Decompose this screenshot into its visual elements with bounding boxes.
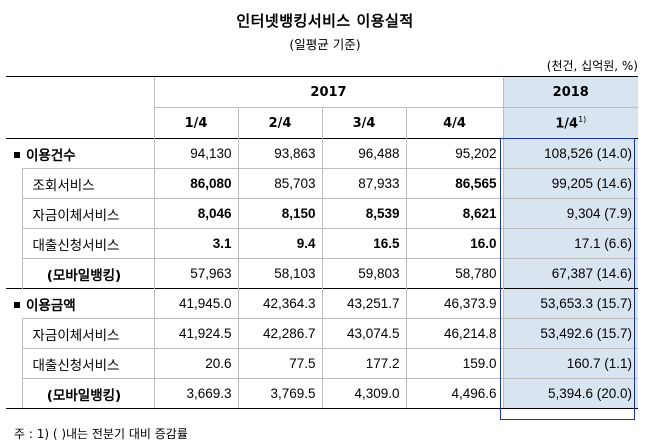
table-row: (모바일뱅킹) 3,669.3 3,769.5 4,309.0 4,496.6 5,394… [6,378,638,409]
value-cell: 3.1 [153,228,238,259]
value-cell: 42,364.3 [237,288,322,319]
footnote: 주 : 1) ( )내는 전분기 대비 증감률 [14,427,188,441]
indent-cell [6,319,22,349]
table-body: 이용건수 94,130 93,863 96,488 95,202 108,526 (14.… [6,138,638,409]
table-row: 대출신청서비스 3.1 9.4 16.5 16.0 17.1 (6.6) [6,228,638,259]
value-cell: 94,130 [153,138,238,169]
category-label: 이용건수 [6,138,154,169]
indent-cell [6,199,22,229]
indent-cell [6,169,22,199]
value-cell: 9,304 (7.9) [502,198,638,229]
subcategory-label: 조회서비스 [21,168,154,199]
table-row: 자금이체서비스 41,924.5 42,286.7 43,074.5 46,214.8 5… [6,318,638,349]
subcategory-label: 대출신청서비스 [21,348,154,379]
subcategory-label: (모바일뱅킹) [21,378,154,409]
subcategory-label: 자금이체서비스 [21,318,154,349]
value-cell: 99,205 (14.6) [502,168,638,199]
value-cell: 3,669.3 [153,378,238,409]
value-cell: 4,309.0 [321,378,406,409]
footnote-mark: 1) [578,114,587,124]
usage-table: 2017 2018 1/4 2/4 3/4 4/4 1/41) 이용건수 94,1… [6,76,638,409]
quarter-header: 2/4 [237,107,322,139]
quarter-header: 4/4 [405,107,503,139]
value-cell: 8,539 [321,198,406,229]
value-cell: 20.6 [153,348,238,379]
quarter-header-2018: 1/41) [502,107,638,139]
value-cell: 9.4 [237,228,322,259]
table-row: (모바일뱅킹) 57,963 58,103 59,803 58,780 67,387 (1… [6,258,638,289]
header-blank [6,76,154,108]
bullet-square-icon [14,301,20,308]
value-cell: 67,387 (14.6) [502,258,638,289]
value-cell: 85,703 [237,168,322,199]
value-cell: 8,150 [237,198,322,229]
indent-cell [6,349,22,379]
category-label: 이용금액 [6,288,154,319]
quarter-header: 1/4 [153,107,238,139]
value-cell: 86,080 [153,168,238,199]
value-cell: 16.0 [405,228,503,259]
table-row: 이용건수 94,130 93,863 96,488 95,202 108,526 (14.… [6,138,638,169]
category-text: 이용건수 [26,147,76,164]
value-cell: 43,251.7 [321,288,406,319]
value-cell: 177.2 [321,348,406,379]
value-cell: 95,202 [405,138,503,169]
value-cell: 96,488 [321,138,406,169]
value-cell: 108,526 (14.0) [502,138,638,169]
value-cell: 41,945.0 [153,288,238,319]
table-row: 조회서비스 86,080 85,703 87,933 86,565 99,205 (14.… [6,168,638,199]
year-2017-header: 2017 [153,76,503,108]
value-cell: 5,394.6 (20.0) [502,378,638,409]
value-cell: 8,621 [405,198,503,229]
value-cell: 17.1 (6.6) [502,228,638,259]
unit-note: (천건, 십억원, %) [546,59,638,73]
subcategory-label: 자금이체서비스 [21,198,154,229]
value-cell: 93,863 [237,138,322,169]
value-cell: 3,769.5 [237,378,322,409]
value-cell: 59,803 [321,258,406,289]
value-cell: 4,496.6 [405,378,503,409]
quarter-label: 1/4 [555,116,579,132]
value-cell: 159.0 [405,348,503,379]
value-cell: 46,373.9 [405,288,503,319]
header-row-quarters: 1/4 2/4 3/4 4/4 1/41) [6,107,638,139]
value-cell: 46,214.8 [405,318,503,349]
value-cell: 53,492.6 (15.7) [502,318,638,349]
header-row-years: 2017 2018 [6,76,638,108]
indent-cell [6,259,22,289]
indent-cell [6,378,22,409]
value-cell: 58,103 [237,258,322,289]
value-cell: 87,933 [321,168,406,199]
table-row: 이용금액 41,945.0 42,364.3 43,251.7 46,373.9 53,6… [6,288,638,319]
year-2018-header: 2018 [502,76,638,108]
value-cell: 42,286.7 [237,318,322,349]
value-cell: 16.5 [321,228,406,259]
value-cell: 86,565 [405,168,503,199]
table-row: 대출신청서비스 20.6 77.5 177.2 159.0 160.7 (1.1) [6,348,638,379]
table-title: 인터넷뱅킹서비스 이용실적 [236,12,414,30]
value-cell: 160.7 (1.1) [502,348,638,379]
value-cell: 41,924.5 [153,318,238,349]
quarter-header: 3/4 [321,107,406,139]
bullet-square-icon [14,151,20,158]
value-cell: 53,653.3 (15.7) [502,288,638,319]
indent-cell [6,229,22,259]
value-cell: 57,963 [153,258,238,289]
value-cell: 58,780 [405,258,503,289]
value-cell: 8,046 [153,198,238,229]
value-cell: 43,074.5 [321,318,406,349]
value-cell: 77.5 [237,348,322,379]
category-text: 이용금액 [26,297,76,314]
subcategory-label: (모바일뱅킹) [21,258,154,289]
table-row: 자금이체서비스 8,046 8,150 8,539 8,621 9,304 (7.9) [6,198,638,229]
header-blank-2 [6,108,154,139]
subcategory-label: 대출신청서비스 [21,228,154,259]
table-subtitle: (일평균 기준) [289,37,361,52]
